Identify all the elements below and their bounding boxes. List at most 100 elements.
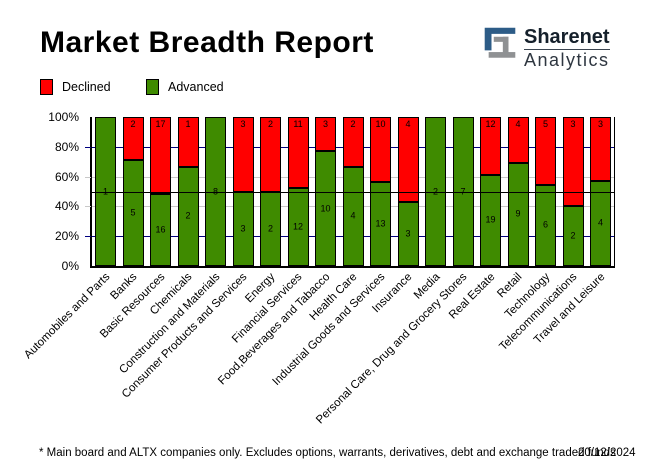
y-tick-label: 100%	[48, 110, 79, 124]
advanced-value: 6	[542, 219, 548, 230]
advanced-value: 16	[155, 224, 166, 235]
declined-value: 4	[515, 119, 521, 129]
advanced-value: 5	[130, 207, 136, 218]
declined-segment: 17	[150, 117, 171, 194]
advanced-segment: 4	[590, 180, 611, 266]
advanced-segment: 5	[122, 159, 144, 266]
bar-stack: 17 16	[150, 117, 171, 266]
declined-value: 3	[570, 119, 576, 129]
advanced-value: 2	[185, 210, 191, 221]
declined-value: 3	[322, 119, 328, 129]
advanced-value: 9	[515, 208, 521, 219]
advanced-segment: 2	[177, 166, 199, 266]
advanced-value: 8	[206, 187, 225, 196]
declined-segment: 3	[590, 117, 611, 181]
declined-swatch	[40, 79, 53, 95]
bar-stack: 11 12	[287, 117, 309, 266]
logo-text: Sharenet Analytics	[524, 26, 610, 71]
sharenet-logo: Sharenet Analytics	[483, 26, 610, 71]
footnote: * Main board and ALTX companies only. Ex…	[39, 447, 616, 459]
advanced-segment: 2	[260, 191, 281, 266]
y-axis-labels: 100% 80% 60% 40% 20% 0%	[0, 110, 84, 273]
declined-value: 1	[185, 119, 191, 129]
advanced-segment: 12	[287, 188, 309, 266]
declined-value: 12	[485, 119, 496, 129]
declined-value: 2	[130, 119, 136, 129]
declined-label: Declined	[62, 80, 111, 94]
declined-value: 17	[155, 119, 166, 129]
bar-stack: 3 10	[315, 117, 336, 266]
declined-value: 2	[350, 119, 356, 129]
x-axis-labels: Automobiles and Parts Banks Basic Resource…	[22, 271, 612, 446]
advanced-value: 10	[320, 203, 331, 214]
declined-segment: 12	[480, 117, 501, 175]
advanced-value: 2	[426, 187, 445, 196]
declined-segment: 2	[122, 117, 144, 160]
declined-segment: 4	[507, 117, 529, 163]
page-title: Market Breadth Report	[40, 26, 374, 59]
advanced-value: 19	[485, 214, 496, 225]
advanced-value: 12	[292, 221, 303, 232]
bar-stack: 12 19	[480, 117, 501, 266]
advanced-value: 1	[96, 187, 115, 196]
advanced-segment: 3	[232, 191, 254, 266]
y-tick-label: 60%	[54, 169, 79, 184]
declined-segment: 2	[342, 117, 364, 167]
y-tick-20	[85, 236, 91, 238]
report-date: 20/12/2024	[578, 447, 636, 459]
declined-segment: 2	[260, 117, 281, 192]
y-tick-60	[85, 176, 91, 178]
y-tick-label: 40%	[54, 199, 79, 214]
advanced-segment: 3	[397, 202, 419, 266]
legend-item-declined: Declined	[40, 79, 111, 95]
declined-value: 11	[293, 119, 303, 129]
advanced-value: 2	[570, 230, 576, 241]
advanced-swatch	[146, 79, 159, 95]
declined-segment: 1	[177, 117, 199, 167]
declined-value: 2	[267, 119, 273, 129]
logo-line1: Sharenet	[524, 26, 610, 50]
sharenet-logo-icon	[484, 27, 516, 58]
declined-segment: 3	[562, 117, 584, 207]
midline-50	[92, 191, 614, 193]
y-tick-40	[85, 206, 91, 208]
declined-value: 10	[375, 119, 386, 129]
declined-value: 5	[542, 119, 548, 129]
advanced-segment: 13	[370, 181, 391, 266]
bar-stack: 10 13	[370, 117, 391, 266]
advanced-value: 3	[240, 223, 246, 234]
declined-value: 3	[240, 119, 246, 129]
y-tick-80	[85, 146, 91, 148]
declined-value: 4	[405, 119, 411, 129]
declined-segment: 3	[315, 117, 336, 152]
declined-segment: 3	[232, 117, 254, 192]
declined-segment: 5	[535, 117, 556, 185]
y-tick-label: 80%	[54, 139, 79, 154]
advanced-segment: 19	[480, 174, 501, 266]
advanced-value: 4	[350, 210, 356, 221]
declined-segment: 10	[370, 117, 391, 182]
y-tick-label: 20%	[54, 229, 79, 244]
advanced-value: 2	[267, 223, 273, 234]
advanced-segment: 9	[507, 162, 529, 266]
advanced-value: 13	[375, 218, 386, 229]
logo-line2: Analytics	[524, 50, 610, 70]
plot-area: 1251716128332211123102410134327121949563…	[85, 117, 615, 268]
declined-value: 3	[597, 119, 603, 129]
advanced-segment: 4	[342, 166, 364, 266]
advanced-segment: 2	[562, 206, 584, 266]
advanced-label: Advanced	[168, 80, 224, 94]
declined-segment: 11	[287, 117, 309, 189]
legend-item-advanced: Advanced	[146, 79, 224, 95]
declined-segment: 4	[397, 117, 419, 203]
advanced-segment: 16	[150, 193, 171, 266]
advanced-value: 7	[454, 187, 473, 196]
advanced-segment: 6	[535, 184, 556, 266]
bars-row: 1251716128332211123102410134327121949563…	[92, 117, 614, 266]
